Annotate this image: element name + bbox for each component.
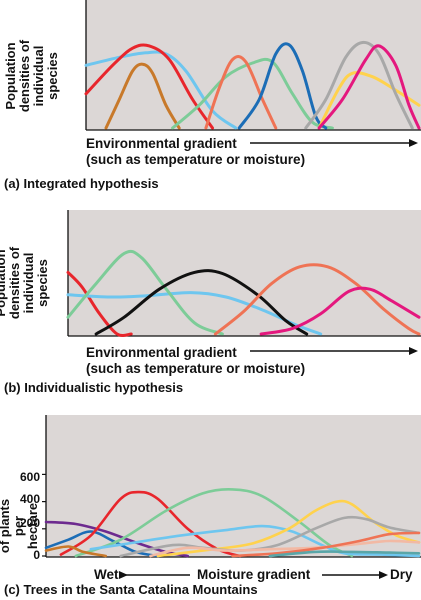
panel-a-series-line — [104, 62, 181, 130]
panel-b-series-line — [213, 263, 421, 336]
panel-c-series-line — [44, 545, 107, 558]
panel-c-y-tick: 600 — [19, 470, 40, 484]
panel-c-series-line — [156, 499, 421, 558]
panel-c-series-line — [89, 524, 421, 558]
panel-c-series-line — [119, 515, 421, 558]
panel-c-y-tick: 400 — [19, 492, 40, 506]
panel-c-caption: (c) Trees in the Santa Catalina Mountain… — [4, 582, 258, 597]
panel-b-x-axis-label-line2: (such as temperature or moisture) — [86, 361, 306, 376]
panel-a-series-line — [204, 55, 278, 130]
panel-a-series-line — [304, 40, 414, 130]
panel-b-series-line — [66, 270, 133, 337]
panel-c-x-label-wet: Wet — [94, 567, 119, 582]
panel-a-x-axis-label-line1: Environmental gradient — [86, 136, 237, 151]
panel-c-series-line — [268, 550, 421, 558]
panel-b-x-axis-label-line1: Environmental gradient — [86, 345, 237, 360]
panel-a-series-line — [237, 42, 328, 130]
panel-b-series-line — [259, 286, 421, 336]
panel-c-wet-arrow-head — [119, 571, 128, 579]
panel-a-caption: (a) Integrated hypothesis — [4, 176, 159, 191]
panel-c-x-label-mid: Moisture gradient — [197, 567, 311, 582]
panel-c-x-label-dry: Dry — [390, 567, 413, 582]
panel-c-series-line — [149, 539, 421, 558]
panel-a-x-axis-label-line2: (such as temperature or moisture) — [86, 152, 306, 167]
panel-c-y-tick: 0 — [33, 548, 40, 562]
panel-c-series-line — [231, 531, 421, 558]
panel-b-gradient-arrow-head — [409, 347, 418, 355]
panel-c-dry-arrow-head — [379, 571, 388, 579]
panel-b-series-line — [94, 269, 309, 336]
panel-b-caption: (b) Individualistic hypothesis — [4, 380, 184, 395]
panel-b-series-line — [66, 249, 224, 336]
panel-b-series-line — [66, 291, 323, 336]
panel-c-series-line — [74, 487, 354, 558]
panel-c-y-tick: 200 — [19, 516, 40, 530]
panel-a-series-line — [317, 44, 421, 130]
panel-a-series-line — [84, 43, 214, 130]
panel-a-gradient-arrow-head — [409, 139, 418, 147]
